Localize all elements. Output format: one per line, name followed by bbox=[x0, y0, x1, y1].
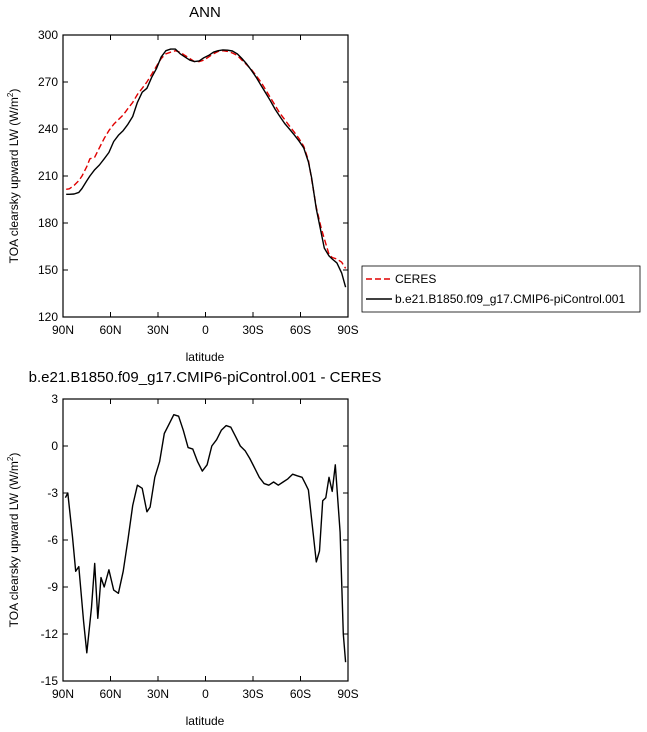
top-y-tick-label: 210 bbox=[38, 169, 58, 183]
bottom-plot-frame bbox=[62, 398, 349, 682]
top-y-tick-label: 270 bbox=[38, 75, 58, 89]
legend-label-ceres: CERES bbox=[395, 272, 436, 286]
bottom-y-axis-label: TOA clearsky upward LW (W/m2) bbox=[6, 453, 21, 628]
top-x-tick-label: 60N bbox=[99, 323, 121, 337]
bottom-x-tick-label: 30S bbox=[242, 687, 263, 701]
top-x-tick-label: 90S bbox=[337, 323, 358, 337]
top-series-line-0 bbox=[66, 50, 347, 269]
top-x-tick-label: 30S bbox=[242, 323, 263, 337]
top-y-tick-label: 120 bbox=[38, 310, 58, 324]
svg-text:TOA clearsky upward LW (W/m2): TOA clearsky upward LW (W/m2) bbox=[6, 89, 21, 264]
top-y-tick-label: 240 bbox=[38, 122, 58, 136]
bottom-x-tick-label: 30N bbox=[147, 687, 169, 701]
top-legend: CERES b.e21.B1850.f09_g17.CMIP6-piContro… bbox=[361, 265, 641, 313]
top-x-tick-label: 30N bbox=[147, 323, 169, 337]
bottom-x-tick-label: 90N bbox=[52, 687, 74, 701]
legend-box bbox=[361, 265, 641, 313]
top-x-tick-label: 60S bbox=[290, 323, 311, 337]
bottom-x-tick-label: 60N bbox=[99, 687, 121, 701]
top-panel: ANN TOA clearsky upward LW (W/m2) 90N 60N… bbox=[6, 4, 641, 364]
top-y-tick-label: 150 bbox=[38, 263, 58, 277]
top-chart-title: ANN bbox=[189, 4, 221, 21]
bottom-x-axis-label: latitude bbox=[186, 714, 225, 728]
top-y-tick-label: 180 bbox=[38, 216, 58, 230]
bottom-y-tick-label: -6 bbox=[47, 533, 58, 547]
bottom-y-axis-label-main: TOA clearsky upward LW (W/m bbox=[7, 461, 21, 627]
top-x-tick-label: 0 bbox=[202, 323, 209, 337]
top-plot-frame bbox=[62, 34, 349, 318]
bottom-y-tick-label: -9 bbox=[47, 580, 58, 594]
top-y-axis-label-end: ) bbox=[7, 89, 21, 93]
top-plot-area bbox=[66, 48, 347, 288]
legend-label-model: b.e21.B1850.f09_g17.CMIP6-piControl.001 bbox=[395, 292, 625, 306]
bottom-y-tick-label: -15 bbox=[41, 674, 59, 688]
top-ticks: 90N 60N 30N 0 30S 60S 90S 120 150 180 210 240 270 300 bbox=[38, 28, 359, 337]
bottom-y-tick-label: -3 bbox=[47, 486, 58, 500]
bottom-x-tick-label: 60S bbox=[290, 687, 311, 701]
top-x-axis-label: latitude bbox=[186, 350, 225, 364]
top-y-axis-label-sup: 2 bbox=[6, 92, 15, 97]
bottom-panel: b.e21.B1850.f09_g17.CMIP6-piControl.001 … bbox=[6, 369, 381, 728]
top-y-tick-label: 300 bbox=[38, 28, 58, 42]
top-x-tick-label: 90N bbox=[52, 323, 74, 337]
svg-text:TOA clearsky upward LW (W/m2): TOA clearsky upward LW (W/m2) bbox=[6, 453, 21, 628]
bottom-x-tick-label: 90S bbox=[337, 687, 358, 701]
top-series-line-1 bbox=[66, 48, 347, 288]
bottom-y-tick-label: 3 bbox=[51, 392, 58, 406]
bottom-y-axis-label-sup: 2 bbox=[6, 456, 15, 461]
bottom-y-tick-label: -12 bbox=[41, 627, 59, 641]
bottom-series-line-0 bbox=[64, 414, 347, 663]
bottom-x-tick-label: 0 bbox=[202, 687, 209, 701]
bottom-ticks: 90N 60N 30N 0 30S 60S 90S 3 0 -3 -6 -9 -12 -15 bbox=[41, 392, 359, 701]
bottom-y-axis-label-end: ) bbox=[7, 453, 21, 457]
bottom-y-tick-label: 0 bbox=[51, 439, 58, 453]
top-y-axis-label-main: TOA clearsky upward LW (W/m bbox=[7, 97, 21, 263]
bottom-chart-title: b.e21.B1850.f09_g17.CMIP6-piControl.001 … bbox=[29, 369, 382, 386]
bottom-plot-area bbox=[64, 414, 347, 663]
top-y-axis-label: TOA clearsky upward LW (W/m2) bbox=[6, 89, 21, 264]
